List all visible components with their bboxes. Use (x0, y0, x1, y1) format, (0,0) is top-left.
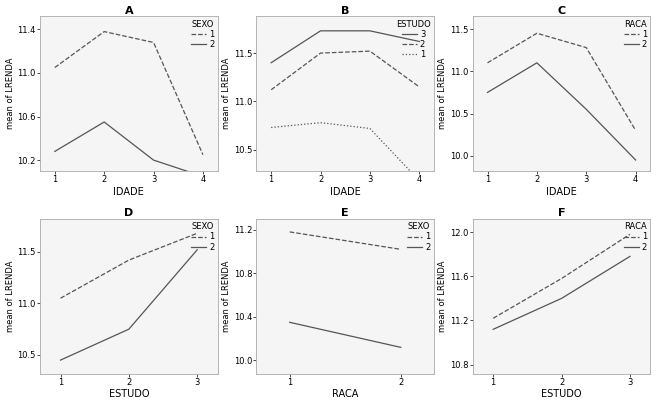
Title: A: A (125, 6, 133, 15)
Legend: 1, 2: 1, 2 (189, 18, 216, 51)
Legend: 1, 2: 1, 2 (189, 220, 216, 254)
Legend: 1, 2: 1, 2 (405, 220, 432, 254)
Legend: 1, 2: 1, 2 (622, 220, 649, 254)
X-axis label: IDADE: IDADE (330, 187, 361, 197)
Y-axis label: mean of LRENDA: mean of LRENDA (438, 58, 447, 130)
Title: F: F (558, 208, 565, 218)
Y-axis label: mean of LRENDA: mean of LRENDA (438, 260, 447, 332)
X-axis label: IDADE: IDADE (113, 187, 144, 197)
Y-axis label: mean of LRENDA: mean of LRENDA (5, 58, 14, 130)
Title: E: E (341, 208, 349, 218)
X-axis label: ESTUDO: ESTUDO (541, 390, 582, 399)
Title: C: C (558, 6, 565, 15)
Title: B: B (341, 6, 350, 15)
X-axis label: ESTUDO: ESTUDO (109, 390, 149, 399)
Y-axis label: mean of LRENDA: mean of LRENDA (222, 260, 231, 332)
Y-axis label: mean of LRENDA: mean of LRENDA (222, 58, 231, 130)
Title: D: D (124, 208, 133, 218)
X-axis label: IDADE: IDADE (546, 187, 577, 197)
Legend: 1, 2: 1, 2 (622, 18, 649, 51)
Legend: 3, 2, 1: 3, 2, 1 (394, 18, 432, 61)
Y-axis label: mean of LRENDA: mean of LRENDA (6, 260, 14, 332)
X-axis label: RACA: RACA (332, 390, 358, 399)
